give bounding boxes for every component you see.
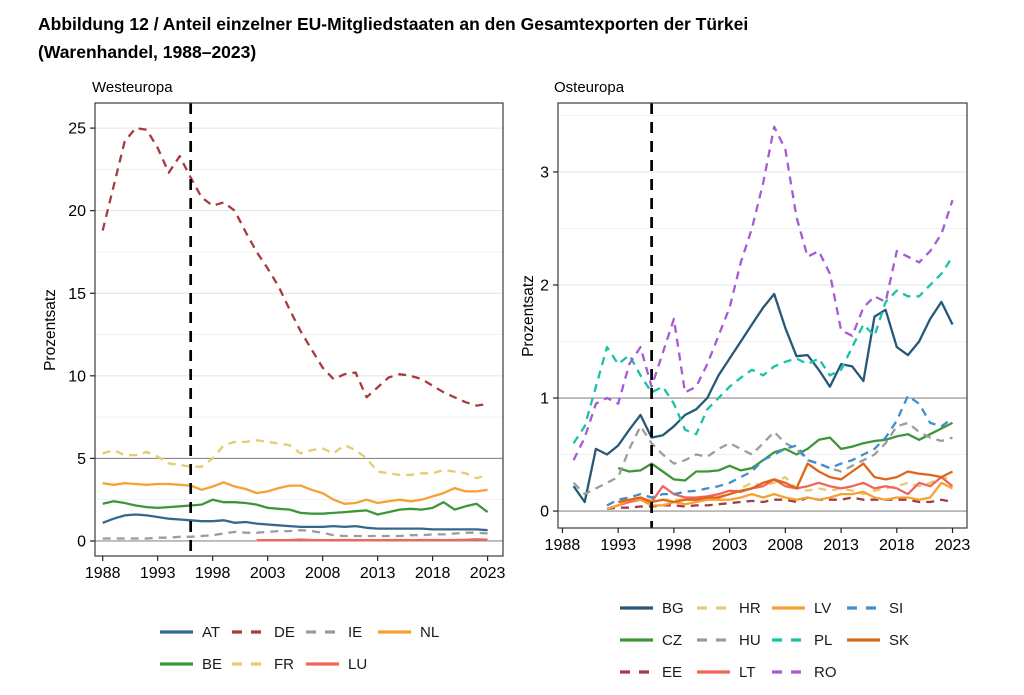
figure-title-line2: (Warenhandel, 1988–2023) xyxy=(38,42,257,63)
legend-label-SK: SK xyxy=(889,632,909,649)
x-tick-label-2003: 2003 xyxy=(712,537,748,554)
series-line-AT xyxy=(102,513,488,532)
x-tick-label-2023: 2023 xyxy=(470,565,506,582)
x-tick-label-1998: 1998 xyxy=(195,565,231,582)
legend-label-RO: RO xyxy=(814,664,837,681)
legend-label-HR: HR xyxy=(739,600,761,617)
chart-panel-osteuropa: 1988 1993 1998 2003 2008 2013 2018 2023 0 1 2 3 Oste… xyxy=(520,79,971,681)
x-tick-label-2013: 2013 xyxy=(360,565,396,582)
panel-border xyxy=(94,102,504,557)
series-line-SI xyxy=(606,394,954,507)
legend-label-HU: HU xyxy=(739,632,761,649)
legend-label-AT: AT xyxy=(202,624,220,641)
y-axis-label: Prozentsatz xyxy=(520,275,537,357)
x-tick-label-2013: 2013 xyxy=(823,537,859,554)
x-tick-label-1998: 1998 xyxy=(656,537,692,554)
legend-label-IE: IE xyxy=(348,624,362,641)
series-line-NL xyxy=(102,481,488,505)
y-tick-label-1: 1 xyxy=(540,391,549,408)
legend-label-DE: DE xyxy=(274,624,295,641)
y-tick-label-3: 3 xyxy=(540,164,549,181)
panel-border xyxy=(557,102,968,529)
panel-title: Osteuropa xyxy=(554,79,625,96)
x-tick-label-2008: 2008 xyxy=(305,565,341,582)
y-tick-label-0: 0 xyxy=(540,504,549,521)
y-tick-label-25: 25 xyxy=(68,121,86,138)
x-tick-label-2023: 2023 xyxy=(935,537,971,554)
figure-title-line1: Abbildung 12 / Anteil einzelner EU-Mitgl… xyxy=(38,14,749,34)
series-line-IE xyxy=(102,529,488,540)
series-line-BE xyxy=(102,498,489,516)
series-line-FR xyxy=(102,439,488,480)
y-tick-label-10: 10 xyxy=(68,368,86,385)
series-line-LU xyxy=(256,538,488,542)
panel-title: Westeuropa xyxy=(92,79,173,96)
series-line-DE xyxy=(101,126,488,407)
x-tick-label-1988: 1988 xyxy=(545,537,581,554)
x-tick-label-1993: 1993 xyxy=(140,565,176,582)
legend-label-CZ: CZ xyxy=(662,632,682,649)
x-tick-label-2003: 2003 xyxy=(250,565,286,582)
legend-label-EE: EE xyxy=(662,664,682,681)
legend-label-LT: LT xyxy=(739,664,755,681)
legend-label-LV: LV xyxy=(814,600,831,617)
y-tick-label-20: 20 xyxy=(68,203,86,220)
legend-label-FR: FR xyxy=(274,656,294,673)
series-line-PL xyxy=(572,256,954,444)
legend-label-LU: LU xyxy=(348,656,367,673)
x-tick-label-2008: 2008 xyxy=(768,537,804,554)
legend-label-SI: SI xyxy=(889,600,903,617)
y-tick-label-5: 5 xyxy=(77,451,86,468)
legend-label-NL: NL xyxy=(420,624,439,641)
series-line-LT xyxy=(606,475,954,510)
series-line-HU xyxy=(572,421,953,496)
series-line-CZ xyxy=(617,421,954,482)
series-line-SK xyxy=(617,462,954,504)
y-tick-label-0: 0 xyxy=(77,533,86,550)
chart-panel-westeuropa: 1988 1993 1998 2003 2008 2013 2018 2023 0 5 10 15 20… xyxy=(42,79,506,673)
legend-label-PL: PL xyxy=(814,632,832,649)
figure-title: Abbildung 12 / Anteil einzelner EU-Mitgl… xyxy=(38,10,988,67)
series-line-EE xyxy=(606,496,953,510)
legend-label-BE: BE xyxy=(202,656,222,673)
series-line-BG xyxy=(572,292,954,504)
series-line-LV xyxy=(606,481,954,510)
y-tick-label-15: 15 xyxy=(68,286,86,303)
legend-label-BG: BG xyxy=(662,600,684,617)
y-axis-label: Prozentsatz xyxy=(42,289,59,371)
x-tick-label-1988: 1988 xyxy=(85,565,121,582)
x-tick-label-2018: 2018 xyxy=(879,537,915,554)
series-line-RO xyxy=(572,125,954,461)
y-tick-label-2: 2 xyxy=(540,277,549,294)
x-tick-label-2018: 2018 xyxy=(415,565,451,582)
x-tick-label-1993: 1993 xyxy=(600,537,636,554)
